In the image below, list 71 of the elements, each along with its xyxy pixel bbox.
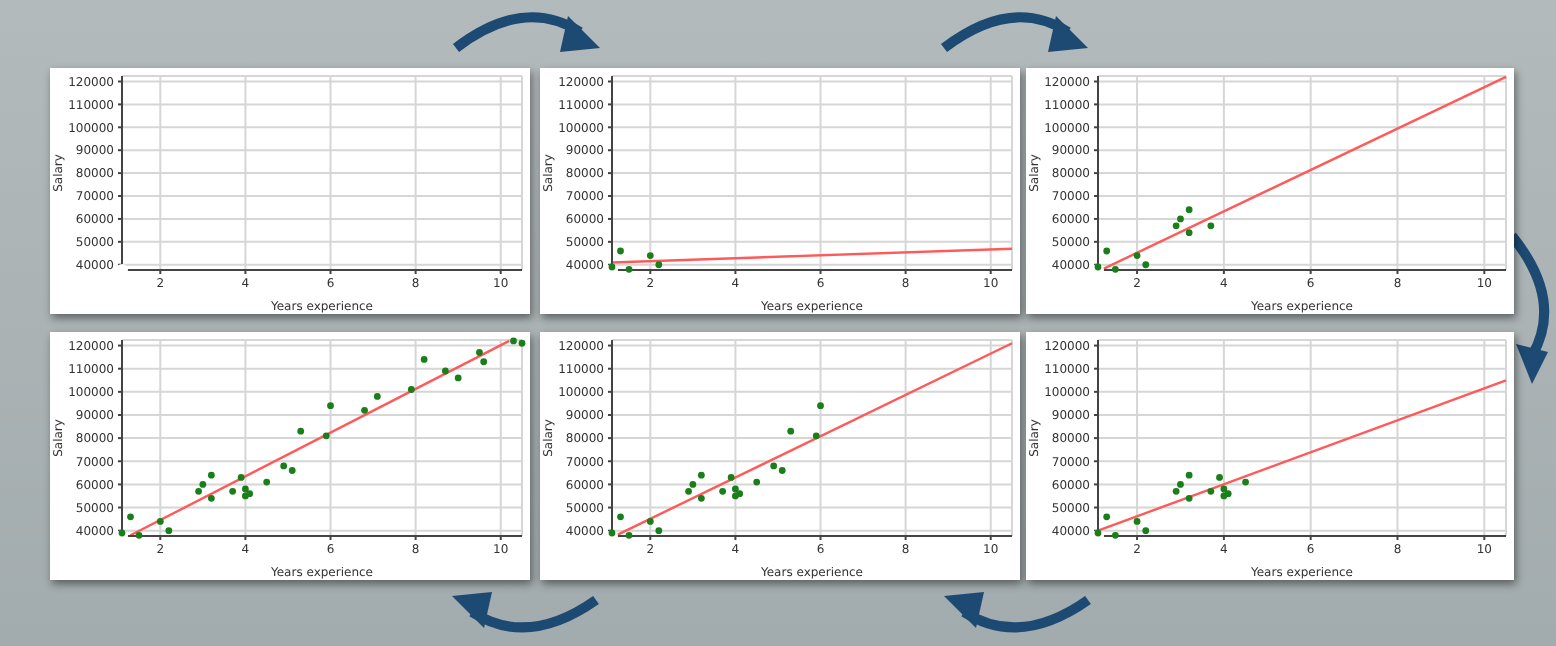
point xyxy=(476,349,483,356)
point xyxy=(1216,474,1223,481)
point xyxy=(322,432,330,440)
point xyxy=(655,261,663,269)
point xyxy=(207,494,215,502)
point xyxy=(1177,215,1184,223)
point xyxy=(1185,494,1193,502)
point xyxy=(207,471,215,479)
point xyxy=(770,462,778,470)
point xyxy=(727,474,735,481)
point xyxy=(736,490,744,498)
point xyxy=(373,393,381,400)
point xyxy=(442,367,449,375)
point xyxy=(1142,527,1150,535)
point xyxy=(246,490,254,498)
point xyxy=(719,487,727,495)
point xyxy=(1133,252,1141,259)
point xyxy=(165,527,173,535)
point xyxy=(625,531,633,539)
point xyxy=(327,402,334,410)
point xyxy=(297,427,305,435)
point xyxy=(263,478,271,486)
point xyxy=(407,386,415,393)
point xyxy=(288,467,296,474)
point xyxy=(689,481,697,488)
point xyxy=(361,406,368,414)
point xyxy=(127,513,134,521)
point xyxy=(732,485,739,493)
point xyxy=(625,265,633,273)
point xyxy=(420,356,428,363)
point xyxy=(1207,222,1215,230)
point xyxy=(1142,261,1150,269)
point xyxy=(617,513,624,521)
point xyxy=(242,485,249,493)
point xyxy=(753,478,761,486)
point xyxy=(195,487,202,495)
point xyxy=(510,337,517,345)
point xyxy=(229,487,237,495)
point xyxy=(1103,513,1111,521)
point xyxy=(1133,518,1141,525)
point xyxy=(817,402,824,410)
point xyxy=(518,339,526,347)
point xyxy=(646,518,654,525)
point xyxy=(646,252,654,259)
point xyxy=(778,467,786,474)
point xyxy=(1177,481,1184,488)
point xyxy=(1172,222,1180,230)
point xyxy=(1111,531,1119,539)
point xyxy=(135,531,143,539)
point xyxy=(156,518,164,525)
point xyxy=(655,527,663,535)
point xyxy=(787,427,795,435)
point xyxy=(199,481,207,488)
point xyxy=(1242,478,1249,486)
point xyxy=(1185,471,1193,479)
point xyxy=(1111,265,1119,273)
point xyxy=(280,462,288,470)
point xyxy=(480,358,488,366)
point xyxy=(1220,485,1228,493)
point xyxy=(812,432,820,440)
point xyxy=(1207,487,1215,495)
point xyxy=(454,374,462,382)
point xyxy=(617,247,624,255)
point xyxy=(685,487,692,495)
point xyxy=(1185,206,1193,214)
point xyxy=(1185,229,1193,237)
point xyxy=(697,494,705,502)
point xyxy=(237,474,245,481)
point xyxy=(697,471,705,479)
point xyxy=(1103,247,1111,255)
point xyxy=(1172,487,1180,495)
